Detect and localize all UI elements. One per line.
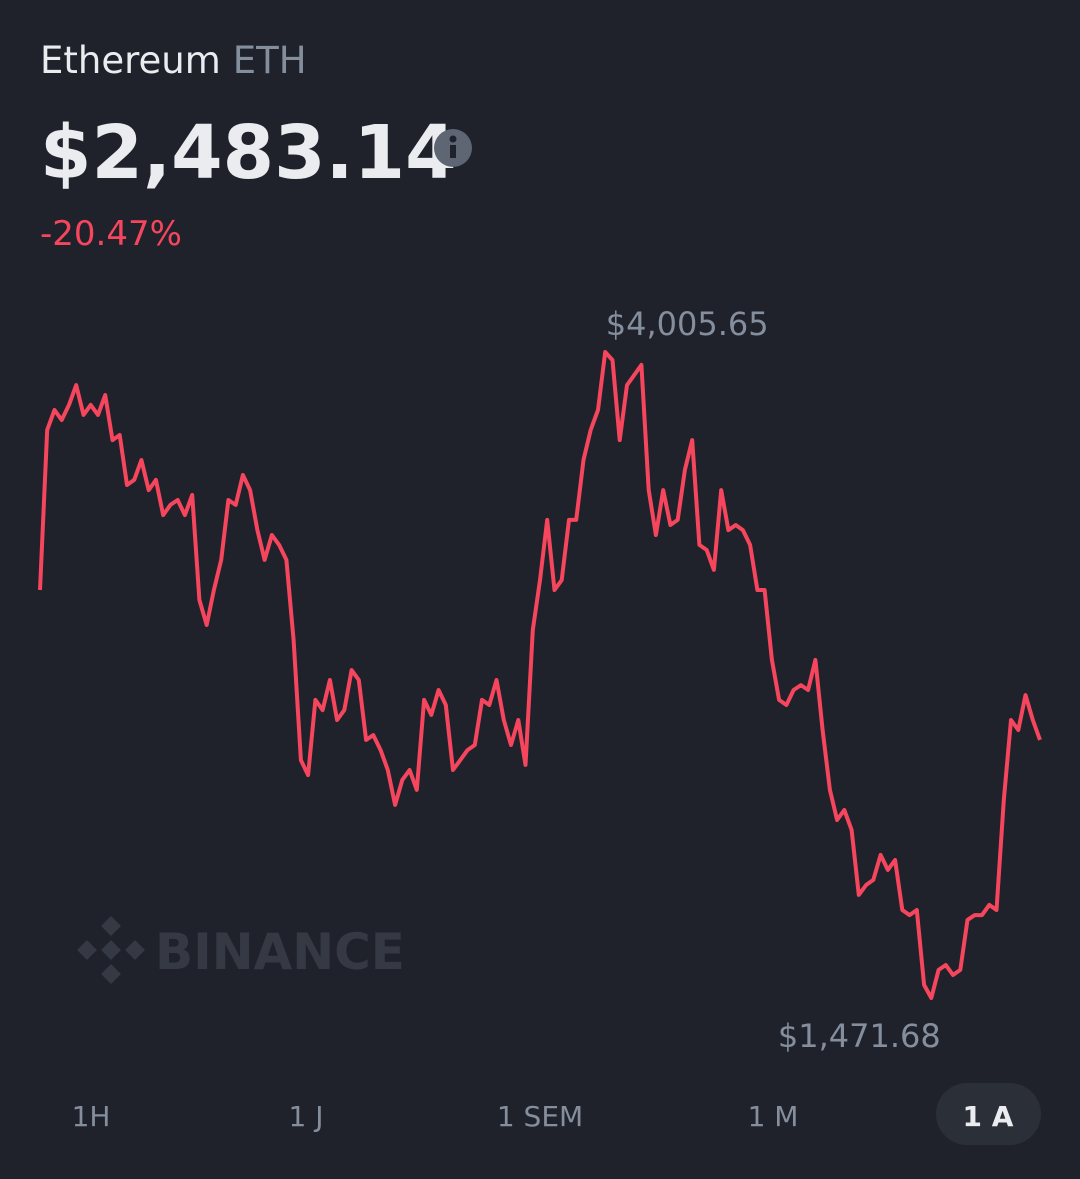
timeframe-tab[interactable]: 1H <box>72 1100 111 1133</box>
timeframe-tab[interactable]: 1 SEM <box>497 1100 583 1133</box>
extreme-label: $4,005.65 <box>606 305 769 343</box>
extreme-label: $1,471.68 <box>778 1017 941 1055</box>
info-icon[interactable] <box>434 129 472 167</box>
coin-name: Ethereum ETH <box>40 39 307 82</box>
timeframe-tab[interactable]: 1 M <box>748 1100 799 1133</box>
price-change: -20.47% <box>40 214 182 254</box>
price: $2,483.14 <box>40 110 457 196</box>
tab-highlight <box>936 1083 1041 1145</box>
timeframe-tab[interactable]: 1 A <box>963 1100 1014 1133</box>
price-line <box>38 350 1042 1000</box>
timeframe-tab[interactable]: 1 J <box>289 1100 324 1133</box>
symbol: ETH <box>233 39 307 82</box>
name: Ethereum <box>40 39 221 82</box>
watermark-text: BINANCE <box>155 923 405 981</box>
